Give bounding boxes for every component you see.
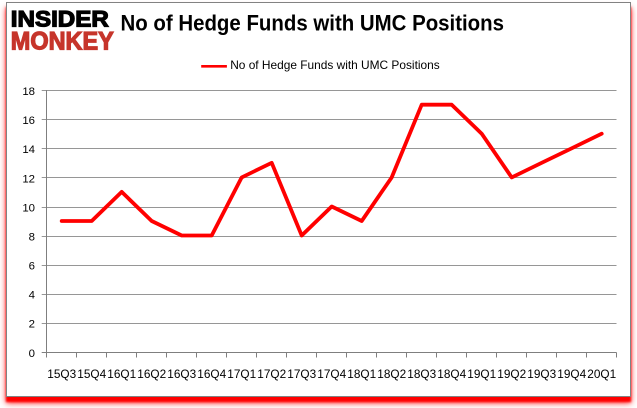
svg-text:INSIDER: INSIDER — [11, 6, 109, 31]
svg-text:19Q1: 19Q1 — [467, 367, 496, 381]
svg-text:19Q3: 19Q3 — [527, 367, 556, 381]
svg-text:16Q3: 16Q3 — [167, 367, 196, 381]
svg-text:16Q4: 16Q4 — [197, 367, 226, 381]
svg-text:15Q3: 15Q3 — [47, 367, 76, 381]
svg-text:15Q4: 15Q4 — [77, 367, 106, 381]
svg-text:20Q1: 20Q1 — [587, 367, 616, 381]
svg-text:18Q2: 18Q2 — [377, 367, 406, 381]
svg-text:16Q2: 16Q2 — [137, 367, 166, 381]
svg-text:18: 18 — [22, 86, 35, 98]
svg-text:19Q4: 19Q4 — [557, 367, 586, 381]
svg-text:19Q2: 19Q2 — [497, 367, 526, 381]
svg-text:10: 10 — [22, 202, 35, 214]
svg-text:18Q1: 18Q1 — [347, 367, 376, 381]
svg-text:17Q1: 17Q1 — [227, 367, 256, 381]
svg-text:16Q1: 16Q1 — [107, 367, 136, 381]
svg-text:14: 14 — [22, 144, 35, 156]
svg-text:4: 4 — [29, 290, 35, 302]
svg-text:MONKEY: MONKEY — [11, 27, 114, 55]
svg-text:17Q3: 17Q3 — [287, 367, 316, 381]
svg-text:No of Hedge Funds with UMC Pos: No of Hedge Funds with UMC Positions — [121, 11, 505, 36]
svg-text:8: 8 — [29, 231, 35, 243]
svg-text:17Q4: 17Q4 — [317, 367, 346, 381]
svg-text:6: 6 — [29, 261, 35, 273]
svg-text:18Q3: 18Q3 — [407, 367, 436, 381]
svg-text:18Q4: 18Q4 — [437, 367, 466, 381]
svg-text:2: 2 — [29, 319, 35, 331]
svg-text:17Q2: 17Q2 — [257, 367, 286, 381]
svg-text:12: 12 — [22, 173, 35, 185]
svg-text:16: 16 — [22, 115, 35, 127]
svg-text:No of Hedge Funds with UMC Pos: No of Hedge Funds with UMC Positions — [230, 58, 440, 72]
svg-text:0: 0 — [29, 348, 35, 360]
